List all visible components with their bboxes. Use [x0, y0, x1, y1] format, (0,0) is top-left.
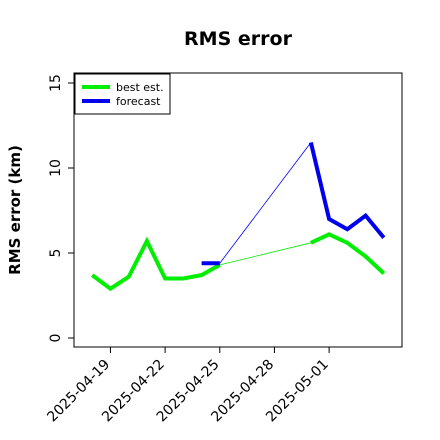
connector-best-est	[219, 242, 311, 266]
x-axis: 2025-04-192025-04-222025-04-252025-04-28…	[44, 347, 332, 425]
y-tick-label: 0	[48, 334, 64, 343]
series-lines	[91, 142, 386, 292]
y-tick-label: 5	[48, 249, 64, 258]
y-tick-label: 15	[48, 74, 64, 92]
series-line-forecast-2	[308, 142, 386, 239]
connector-lines	[219, 142, 312, 266]
y-axis-label: RMS error (km)	[6, 145, 24, 275]
legend: best est. forecast	[74, 73, 171, 115]
chart-title: RMS error	[184, 28, 293, 50]
legend-label-best-est: best est.	[116, 81, 164, 94]
legend-label-forecast: forecast	[116, 95, 161, 108]
series-line-best-est-2	[310, 232, 386, 275]
y-axis: 0 5 10 15	[48, 74, 74, 342]
plot-frame	[73, 72, 403, 348]
connector-forecast	[219, 142, 312, 264]
series-line-best-est-1	[91, 236, 221, 292]
y-tick-label: 10	[48, 159, 64, 177]
legend-box	[74, 73, 171, 115]
